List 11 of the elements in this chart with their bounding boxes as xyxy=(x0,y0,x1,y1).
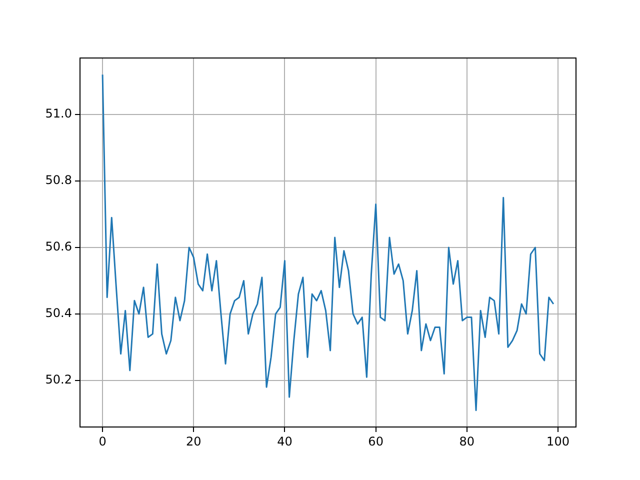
x-tick-label: 80 xyxy=(459,434,475,448)
y-tick-label: 50.8 xyxy=(45,173,72,188)
y-tick-label: 51.0 xyxy=(45,106,72,121)
y-tick-label: 50.2 xyxy=(45,372,72,387)
x-tick-label: 100 xyxy=(546,434,570,448)
x-tick-label: 20 xyxy=(186,434,202,448)
x-tick-label: 60 xyxy=(368,434,384,448)
x-tick-label: 0 xyxy=(98,434,106,448)
x-tick-label: 40 xyxy=(277,434,292,448)
y-tick-label: 50.6 xyxy=(45,240,72,254)
y-tick-label: 50.4 xyxy=(45,306,72,320)
